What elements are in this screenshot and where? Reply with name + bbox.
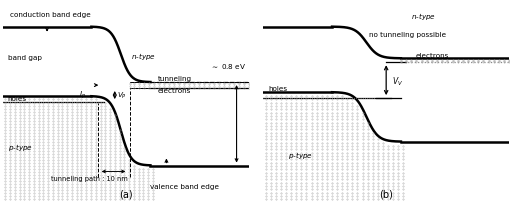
Text: electrons: electrons bbox=[158, 88, 191, 94]
Text: $n$-type: $n$-type bbox=[411, 11, 436, 22]
Text: (b): (b) bbox=[379, 189, 393, 199]
Text: $I_p$: $I_p$ bbox=[79, 89, 86, 101]
Text: $n$-type: $n$-type bbox=[131, 51, 156, 62]
Text: $V_V$: $V_V$ bbox=[392, 76, 403, 88]
Text: holes: holes bbox=[8, 96, 27, 102]
Text: $p$-type: $p$-type bbox=[288, 150, 313, 161]
Text: $\sim$ 0.8 eV: $\sim$ 0.8 eV bbox=[209, 62, 246, 71]
Text: $V_P$: $V_P$ bbox=[117, 91, 127, 101]
Text: holes: holes bbox=[268, 86, 287, 92]
Text: (a): (a) bbox=[119, 189, 133, 199]
Text: tunneling path : 10 nm: tunneling path : 10 nm bbox=[51, 176, 127, 182]
Text: $p$-type: $p$-type bbox=[8, 142, 33, 153]
Text: no tunneling possible: no tunneling possible bbox=[369, 32, 446, 38]
Text: tunneling: tunneling bbox=[158, 76, 192, 82]
Text: band gap: band gap bbox=[8, 55, 41, 61]
Text: valence band edge: valence band edge bbox=[151, 184, 220, 190]
Text: electrons: electrons bbox=[416, 53, 449, 59]
Text: conduction band edge: conduction band edge bbox=[10, 12, 91, 18]
